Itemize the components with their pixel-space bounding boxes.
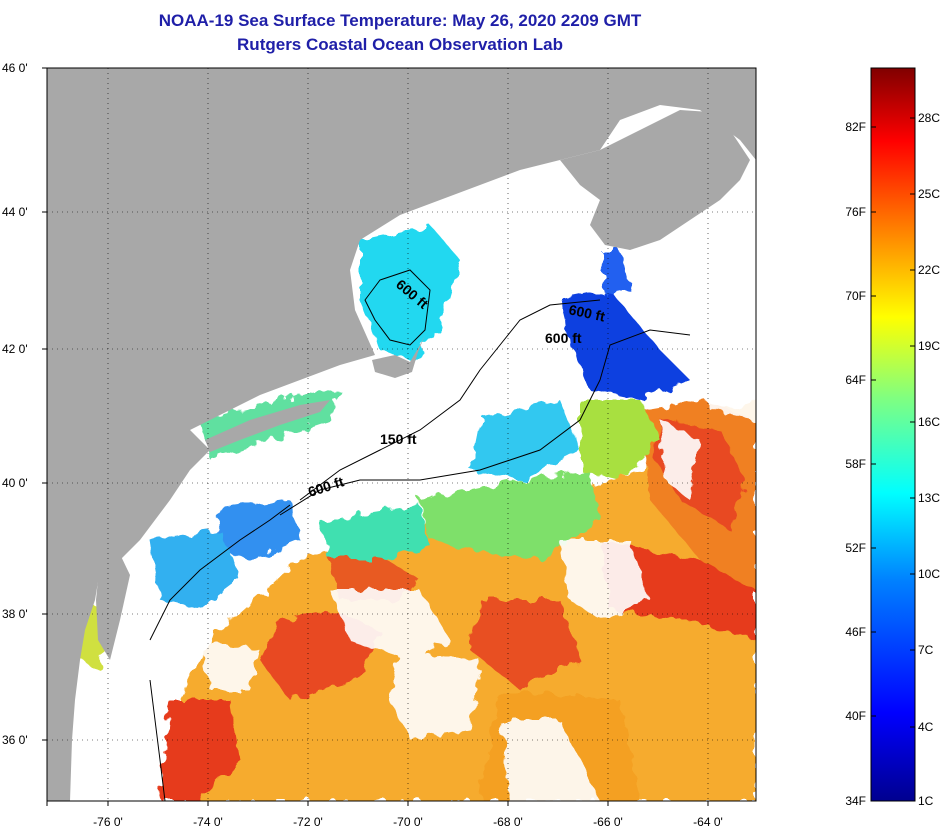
colorbar-c-label: 22C xyxy=(918,263,940,277)
lat-label: 40 0' xyxy=(2,476,28,490)
lon-label: -64 0' xyxy=(693,815,723,829)
land-nova-scotia xyxy=(560,110,750,250)
lat-label: 36 0' xyxy=(2,733,28,747)
colorbar-f-label: 46F xyxy=(845,625,866,639)
colorbar-f-label: 70F xyxy=(845,289,866,303)
lat-label: 38 0' xyxy=(2,607,28,621)
cloud-cover xyxy=(200,360,756,801)
colorbar-c-label: 13C xyxy=(918,491,940,505)
colorbar-f-label: 58F xyxy=(845,457,866,471)
lon-label: -66 0' xyxy=(593,815,623,829)
colorbar-f-label: 64F xyxy=(845,373,866,387)
lon-label: -76 0' xyxy=(93,815,123,829)
map-frame xyxy=(46,67,757,802)
colorbar-ticks xyxy=(871,117,915,728)
graticule xyxy=(47,68,756,801)
colorbar-c-label: 4C xyxy=(918,720,934,734)
colorbar-f-label: 82F xyxy=(845,120,866,134)
colorbar xyxy=(870,67,916,802)
map-subtitle: Rutgers Coastal Ocean Observation Lab xyxy=(237,35,563,54)
land-delmarva xyxy=(96,550,130,660)
contour-label: 600 ft xyxy=(567,301,606,324)
land-long-island xyxy=(205,400,330,452)
colorbar-c-label: 1C xyxy=(918,794,934,808)
lon-label: -70 0' xyxy=(393,815,423,829)
colorbar-c-label: 25C xyxy=(918,187,940,201)
colorbar-f-label: 34F xyxy=(845,794,866,808)
lon-label: -72 0' xyxy=(293,815,323,829)
lat-label: 44 0' xyxy=(2,205,28,219)
contour-label: 600 ft xyxy=(545,330,582,346)
lat-label: 46 0' xyxy=(2,61,28,75)
lon-label: -74 0' xyxy=(193,815,223,829)
colorbar-f-label: 40F xyxy=(845,709,866,723)
colorbar-c-label: 28C xyxy=(918,111,940,125)
contour-label: 150 ft xyxy=(380,431,417,447)
lat-label: 42 0' xyxy=(2,342,28,356)
axis-ticks xyxy=(42,67,709,806)
colorbar-f-label: 76F xyxy=(845,205,866,219)
land-cape-cod xyxy=(372,335,425,378)
colorbar-f-label: 52F xyxy=(845,541,866,555)
colorbar-c-label: 19C xyxy=(918,339,940,353)
land-mainland xyxy=(47,68,756,801)
colorbar-c-label: 16C xyxy=(918,415,940,429)
colorbar-c-label: 10C xyxy=(918,567,940,581)
map-title: NOAA-19 Sea Surface Temperature: May 26,… xyxy=(158,11,642,30)
lon-label: -68 0' xyxy=(493,815,523,829)
colorbar-c-label: 7C xyxy=(918,643,934,657)
